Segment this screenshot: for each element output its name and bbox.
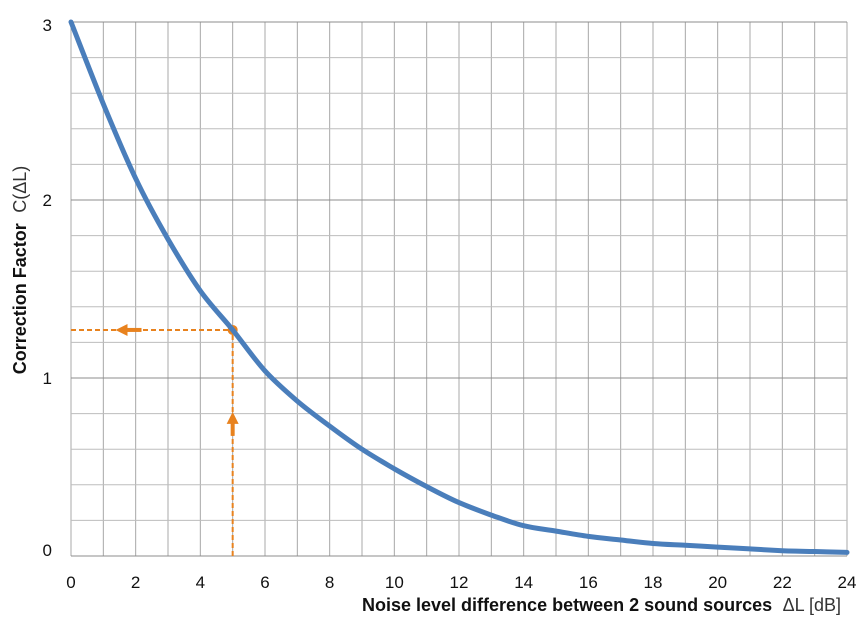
- up-arrow-head: [226, 411, 239, 424]
- x-tick-label: 16: [579, 573, 598, 592]
- y-tick-label: 3: [43, 16, 52, 35]
- x-tick-label: 20: [708, 573, 727, 592]
- x-tick-label: 4: [196, 573, 205, 592]
- reading-annotation: [71, 323, 239, 556]
- x-tick-label: 12: [450, 573, 469, 592]
- up-arrow-shaft: [230, 421, 235, 436]
- x-tick-label: 22: [773, 573, 792, 592]
- x-tick-label: 8: [325, 573, 334, 592]
- y-axis-label-main: Correction Factor: [10, 223, 30, 374]
- x-tick-label: 0: [66, 573, 75, 592]
- x-axis-label-unit: ΔL [dB]: [783, 595, 841, 615]
- left-arrow-shaft: [125, 327, 142, 332]
- y-tick-labels: 0 1 2 3: [43, 16, 52, 560]
- grid: [70, 21, 848, 557]
- correction-factor-curve: [68, 19, 850, 555]
- y-tick-label: 1: [43, 369, 52, 388]
- x-tick-label: 2: [131, 573, 140, 592]
- x-axis-label: Noise level difference between 2 sound s…: [362, 595, 841, 615]
- x-tick-label: 6: [260, 573, 269, 592]
- y-tick-label: 0: [43, 541, 52, 560]
- y-axis-label: Correction Factor C(ΔL): [10, 166, 30, 375]
- y-axis-label-unit: C(ΔL): [10, 166, 30, 213]
- x-axis-label-main: Noise level difference between 2 sound s…: [362, 595, 772, 615]
- x-tick-label: 18: [644, 573, 663, 592]
- left-arrow-head: [115, 323, 128, 336]
- y-tick-label: 2: [43, 191, 52, 210]
- x-tick-label: 14: [514, 573, 533, 592]
- x-tick-labels: 0 2 4 6 8 10 12 14 16 18 20 22 24: [66, 573, 856, 592]
- x-tick-label: 24: [838, 573, 857, 592]
- x-tick-label: 10: [385, 573, 404, 592]
- curve-layer: [68, 19, 850, 555]
